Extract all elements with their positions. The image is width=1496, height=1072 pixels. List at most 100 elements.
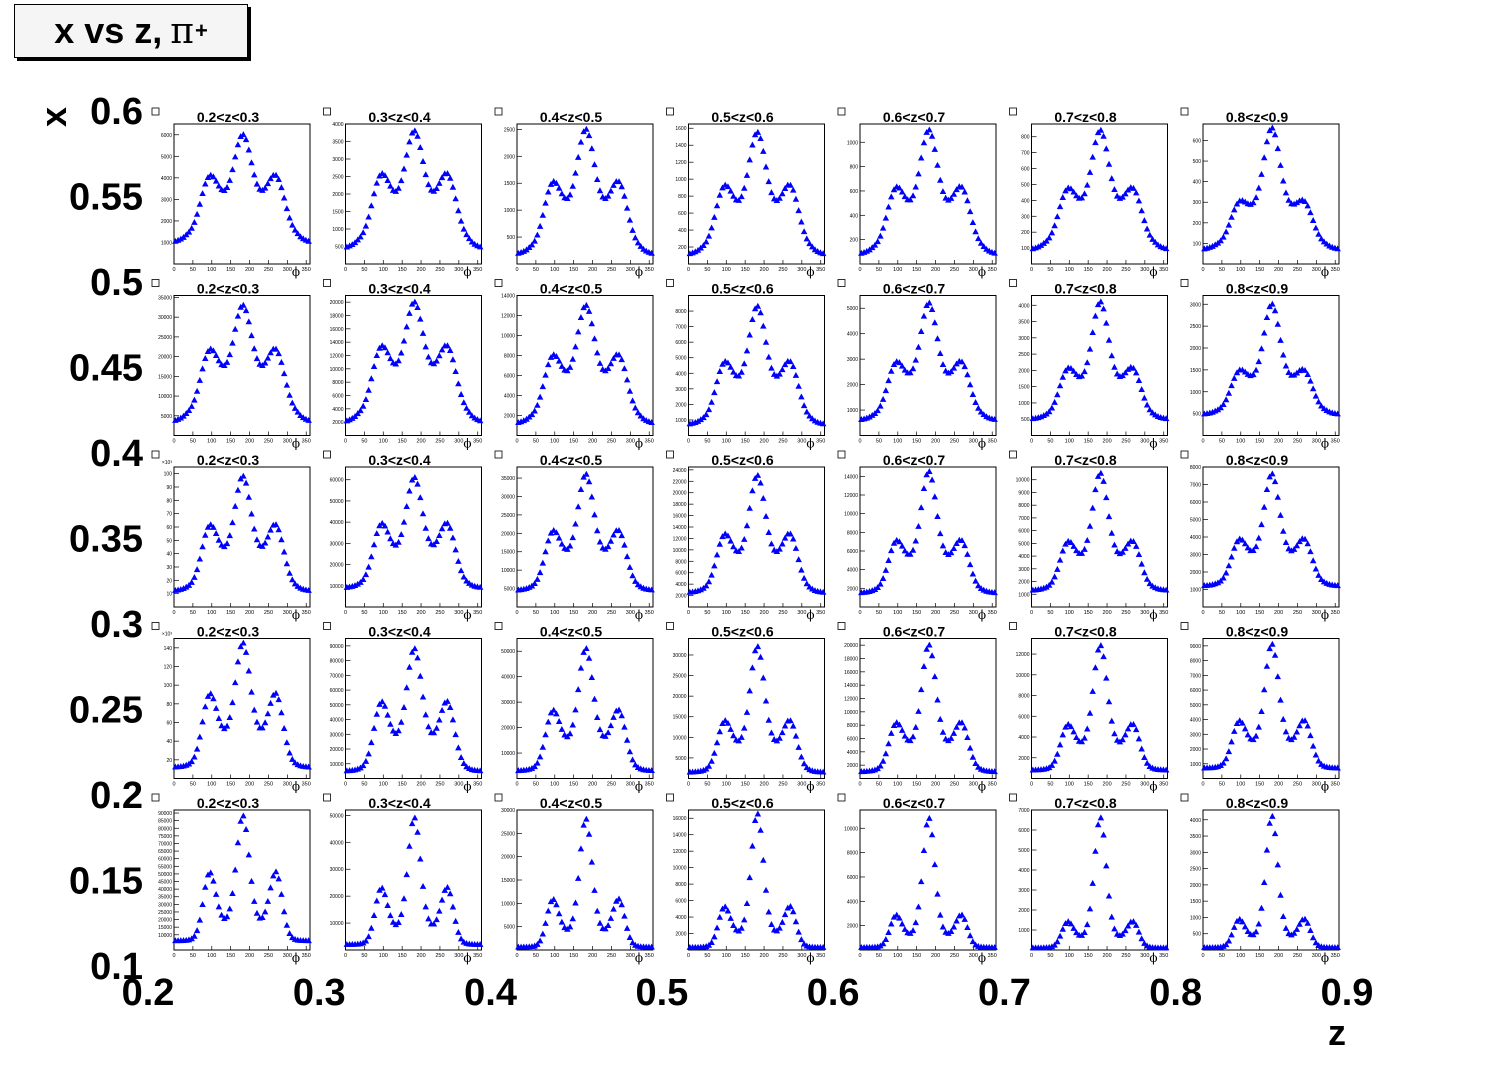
pad-y-tick-label: 5000 bbox=[675, 356, 686, 362]
pad-x-tick-label: 150 bbox=[1255, 610, 1264, 616]
pad-y-tick-label: 90000 bbox=[158, 811, 172, 817]
data-point bbox=[278, 536, 285, 543]
data-point bbox=[795, 207, 802, 214]
data-point bbox=[1220, 401, 1227, 408]
pad-x-tick-label: 150 bbox=[741, 782, 750, 788]
outer-y-tick-label: 0.5 bbox=[90, 262, 143, 304]
data-point bbox=[920, 485, 928, 492]
data-point bbox=[441, 886, 449, 893]
data-point bbox=[368, 739, 375, 746]
data-point bbox=[1056, 203, 1064, 210]
pad-z-bin-label: 0.4<z<0.5 bbox=[540, 452, 602, 468]
data-point bbox=[455, 207, 462, 214]
data-point bbox=[452, 546, 459, 553]
data-point bbox=[781, 185, 789, 191]
pad-y-tick-label: 6000 bbox=[1018, 828, 1029, 834]
pad-z-bin-label: 0.5<z<0.6 bbox=[711, 624, 773, 640]
pad-stat-box bbox=[1180, 279, 1189, 287]
data-point bbox=[229, 519, 236, 526]
data-point bbox=[749, 487, 756, 494]
data-point bbox=[446, 347, 454, 353]
data-point bbox=[1130, 720, 1137, 727]
data-point bbox=[803, 408, 811, 415]
pad-x-axis-label: ϕ bbox=[978, 265, 986, 279]
data-point bbox=[966, 744, 974, 751]
data-point bbox=[253, 180, 261, 187]
data-point bbox=[1290, 733, 1298, 740]
data-point bbox=[1103, 674, 1110, 681]
data-point bbox=[1255, 534, 1262, 541]
pad-y-tick-label: 1000 bbox=[504, 208, 515, 214]
pad-x-axis-label: ϕ bbox=[635, 608, 643, 622]
pad-x-axis-label: ϕ bbox=[1321, 437, 1329, 451]
data-point bbox=[792, 371, 800, 378]
pad-x-tick-label: 50 bbox=[876, 439, 882, 445]
data-point bbox=[564, 195, 571, 202]
data-point bbox=[1228, 738, 1235, 745]
data-point bbox=[1130, 184, 1137, 191]
pad-x-tick-label: 150 bbox=[226, 953, 235, 959]
pad-frame bbox=[516, 809, 654, 951]
data-point bbox=[869, 411, 876, 418]
pad-y-tick-label: 40000 bbox=[501, 675, 515, 681]
data-point bbox=[885, 740, 892, 747]
data-point bbox=[621, 912, 628, 919]
data-point bbox=[1092, 312, 1099, 319]
data-point bbox=[422, 343, 429, 350]
data-point bbox=[419, 329, 427, 336]
pad-stat-box bbox=[323, 793, 331, 802]
data-point bbox=[1100, 653, 1107, 660]
pad-y-tick-label: 1000 bbox=[1190, 390, 1201, 396]
data-point bbox=[373, 710, 381, 717]
pad-y-tick-label: 10000 bbox=[1016, 478, 1030, 484]
data-point bbox=[286, 930, 293, 937]
pad-frame bbox=[1202, 809, 1340, 951]
pad-x-tick-label: 300 bbox=[283, 439, 292, 445]
pad-x-tick-label: 0 bbox=[172, 953, 175, 959]
pad-y-tick-label: 2000 bbox=[161, 219, 172, 225]
data-point bbox=[727, 914, 734, 921]
data-point bbox=[264, 897, 272, 904]
data-point bbox=[207, 521, 214, 528]
pad-frame bbox=[345, 123, 482, 265]
data-point bbox=[1260, 879, 1268, 885]
data-point bbox=[234, 658, 242, 665]
data-point bbox=[240, 812, 247, 819]
data-point bbox=[713, 924, 721, 931]
pad-x-tick-label: 250 bbox=[1121, 610, 1130, 616]
data-point bbox=[708, 939, 715, 945]
data-point bbox=[760, 674, 767, 681]
pad-y-tick-label: 10000 bbox=[1016, 673, 1030, 679]
pad-y-tick-label: 8000 bbox=[332, 380, 343, 386]
pad-x-tick-label: 100 bbox=[550, 610, 559, 616]
data-point bbox=[604, 192, 612, 199]
data-point bbox=[637, 412, 644, 419]
data-point bbox=[746, 504, 753, 511]
pad-y-tick-label: 30000 bbox=[158, 315, 172, 321]
pad-x-tick-label: 300 bbox=[283, 267, 292, 273]
pad-y-tick-label: 2000 bbox=[847, 924, 858, 930]
data-point bbox=[528, 241, 536, 248]
pad-y-tick-label: 70000 bbox=[158, 841, 172, 847]
pad-y-tick-label: 30000 bbox=[330, 541, 344, 547]
data-point bbox=[1056, 741, 1064, 748]
data-point bbox=[553, 179, 560, 186]
pad-stat-box bbox=[323, 622, 331, 630]
pad-y-tick-label: 40000 bbox=[158, 887, 172, 893]
data-point bbox=[463, 231, 470, 238]
data-point bbox=[928, 306, 936, 312]
data-point bbox=[1059, 547, 1067, 554]
data-point bbox=[648, 419, 655, 425]
pad-x-tick-label: 300 bbox=[969, 439, 978, 445]
pad-stat-box bbox=[1180, 107, 1189, 116]
data-point bbox=[1073, 734, 1080, 741]
data-point bbox=[430, 729, 438, 736]
data-point bbox=[365, 933, 372, 940]
data-point bbox=[422, 524, 429, 531]
pad-frame bbox=[345, 809, 482, 951]
data-point bbox=[452, 917, 459, 924]
pad-x-tick-label: 100 bbox=[550, 782, 559, 788]
data-point bbox=[1266, 645, 1273, 652]
data-point bbox=[727, 537, 734, 544]
data-point bbox=[226, 176, 233, 183]
